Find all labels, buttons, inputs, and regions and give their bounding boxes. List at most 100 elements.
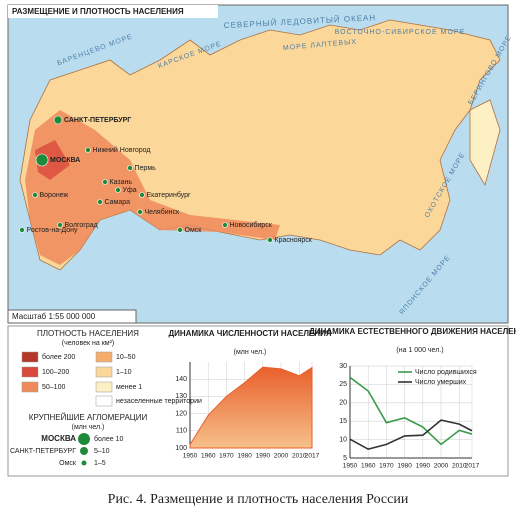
city-label: Воронеж	[40, 192, 69, 199]
city-dot	[35, 153, 49, 167]
dense-core	[35, 140, 70, 180]
y-tick-label: 100	[175, 445, 187, 452]
legend-title: ПЛОТНОСТЬ НАСЕЛЕНИЯ	[37, 329, 139, 338]
y-tick-label: 110	[176, 428, 187, 435]
y-tick-label: 130	[175, 393, 187, 400]
chart-subtitle: (млн чел.)	[234, 349, 267, 356]
x-tick-label: 1990	[416, 463, 431, 470]
y-tick-label: 25	[339, 381, 347, 388]
legend-label: Число умерших	[415, 379, 467, 386]
legend-label: 50–100	[42, 384, 65, 391]
sea-label: ВОСТОЧНО-СИБИРСКОЕ МОРЕ	[335, 29, 465, 36]
legend-swatch	[21, 351, 39, 363]
y-tick-label: 5	[343, 455, 347, 462]
y-tick-label: 10	[339, 436, 347, 443]
city-label: Пермь	[135, 165, 157, 172]
agglo-label: 1–5	[94, 460, 106, 467]
x-tick-label: 1970	[219, 453, 234, 460]
legend-swatch	[21, 366, 39, 378]
agglo-label: более 10	[94, 435, 123, 443]
y-tick-label: 140	[175, 376, 187, 383]
legend-label: менее 1	[116, 384, 142, 391]
series-line	[349, 376, 473, 446]
legend-label: более 200	[42, 353, 75, 361]
city-dot	[85, 147, 91, 153]
x-tick-label: 1960	[201, 453, 216, 460]
legend-swatch	[95, 381, 113, 393]
title-box	[8, 5, 218, 18]
city-label: Новосибирск	[230, 221, 273, 229]
x-tick-label: 1980	[397, 463, 412, 470]
x-tick-label: 1980	[237, 453, 252, 460]
legend-swatch	[21, 381, 39, 393]
legend-unit: (человек на км²)	[62, 340, 114, 347]
x-tick-label: 1970	[379, 463, 394, 470]
city-label: Челябинск	[145, 208, 180, 216]
agglo-city: САНКТ-ПЕТЕРБУРГ	[10, 448, 76, 455]
city-label: САНКТ-ПЕТЕРБУРГ	[64, 117, 131, 124]
city-label: Казань	[110, 179, 133, 186]
agglo-dot	[80, 447, 88, 455]
x-tick-label: 2000	[274, 453, 289, 460]
x-tick-label: 2010	[452, 463, 467, 470]
legend-label: 10–50	[116, 354, 136, 361]
x-tick-label: 1950	[183, 453, 198, 460]
legend-label: 100–200	[42, 369, 69, 376]
legend-swatch	[95, 395, 113, 407]
x-tick-label: 1950	[343, 463, 358, 470]
y-tick-label: 120	[175, 410, 187, 417]
chart-title: ДИНАМИКА ЕСТЕСТВЕННОГО ДВИЖЕНИЯ НАСЕЛЕНИ…	[309, 327, 516, 336]
city-dot	[222, 222, 228, 228]
city-dot	[53, 115, 63, 125]
city-dot	[102, 179, 108, 185]
city-label: Екатеринбург	[147, 191, 191, 199]
agglo-unit: (млн чел.)	[72, 424, 105, 431]
x-tick-label: 1960	[361, 463, 376, 470]
agglo-city: МОСКВА	[41, 434, 76, 443]
city-dot	[19, 227, 25, 233]
city-dot	[267, 237, 273, 243]
city-label: Волгоград	[65, 222, 98, 229]
city-label: Омск	[185, 227, 203, 234]
chart-title: ДИНАМИКА ЧИСЛЕННОСТИ НАСЕЛЕНИЯ	[168, 329, 331, 338]
legend-label: незаселенные территории	[116, 398, 202, 405]
y-tick-label: 20	[339, 400, 347, 407]
agglo-dot	[81, 460, 87, 466]
city-dot	[32, 192, 38, 198]
kamchatka	[469, 99, 501, 187]
map-scale: Масштаб 1:55 000 000	[12, 312, 96, 321]
city-dot	[97, 199, 103, 205]
city-dot	[115, 187, 121, 193]
legend-label: Число родившихся	[415, 369, 477, 376]
y-tick-label: 15	[339, 418, 347, 425]
y-tick-label: 30	[339, 363, 347, 370]
area	[189, 366, 313, 449]
city-dot	[137, 209, 143, 215]
city-label: Красноярск	[275, 237, 313, 244]
series-line	[349, 419, 473, 451]
agglo-dot	[78, 433, 90, 445]
city-label: Уфа	[123, 187, 137, 194]
x-tick-label: 2010	[292, 453, 307, 460]
x-tick-label: 1990	[256, 453, 271, 460]
chart-subtitle: (на 1 000 чел.)	[396, 347, 443, 354]
city-dot	[139, 192, 145, 198]
agglo-city: Омск	[59, 460, 77, 467]
city-dot	[177, 227, 183, 233]
legend-swatch	[95, 351, 113, 363]
agglo-label: 5–10	[94, 448, 110, 455]
map-title: РАЗМЕЩЕНИЕ И ПЛОТНОСТЬ НАСЕЛЕНИЯ	[12, 7, 184, 16]
x-tick-label: 2017	[305, 453, 320, 460]
x-tick-label: 2000	[434, 463, 449, 470]
legend-swatch	[95, 366, 113, 378]
city-label: МОСКВА	[50, 157, 80, 164]
city-label: Нижний Новгород	[93, 146, 151, 154]
x-tick-label: 2017	[465, 463, 480, 470]
city-label: Ростов-на-Дону	[27, 227, 78, 234]
city-dot	[57, 222, 63, 228]
legend-label: 1–10	[116, 369, 132, 376]
agglo-title: КРУПНЕЙШИЕ АГЛОМЕРАЦИИ	[29, 413, 148, 422]
city-label: Самара	[105, 199, 131, 206]
